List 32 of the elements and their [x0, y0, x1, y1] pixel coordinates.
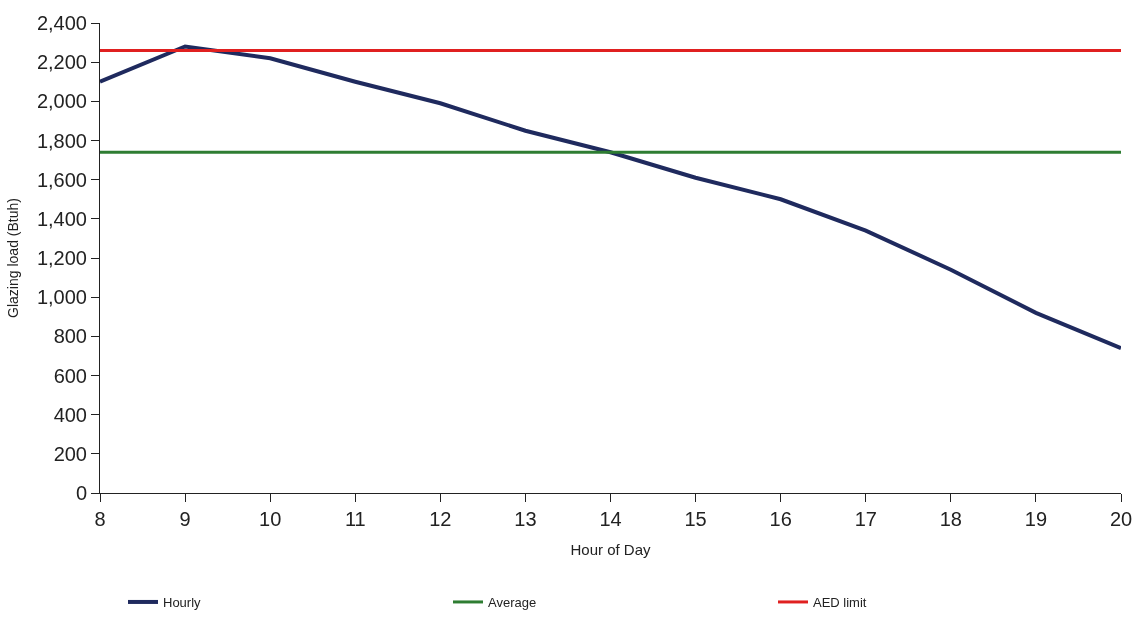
legend-label: AED limit — [813, 595, 867, 611]
x-tick-label: 18 — [939, 508, 962, 530]
y-tick-label: 0 — [75, 482, 87, 504]
y-tick-label: 1,400 — [36, 207, 87, 230]
y-tick-label: 1,600 — [36, 168, 87, 191]
x-tick-label: 13 — [514, 508, 537, 530]
x-tick-label: 17 — [854, 508, 877, 530]
x-tick-label: 11 — [344, 508, 366, 530]
x-tick-label: 15 — [684, 508, 707, 530]
x-tick-label: 10 — [259, 508, 282, 530]
legend-label: Average — [488, 595, 537, 611]
y-tick-label: 2,400 — [36, 12, 87, 34]
y-tick-label: 600 — [53, 364, 87, 387]
y-tick-label: 2,000 — [36, 90, 87, 113]
y-tick-label: 2,200 — [36, 51, 87, 74]
x-tick-label: 9 — [179, 508, 191, 530]
x-tick-label: 20 — [1109, 508, 1133, 530]
x-axis-title: Hour of Day — [570, 541, 652, 558]
y-axis-title: Glazing load (Btuh) — [4, 198, 21, 318]
y-tick-label: 1,000 — [36, 286, 87, 309]
y-tick-label: 200 — [53, 442, 87, 465]
x-tick-label: 14 — [599, 508, 622, 530]
x-tick-label: 16 — [769, 508, 792, 530]
y-tick-label: 1,800 — [36, 129, 87, 152]
x-tick-label: 19 — [1024, 508, 1048, 530]
line-series — [100, 44, 1121, 351]
x-tick-label: 8 — [94, 508, 106, 530]
y-tick-label: 1,200 — [36, 247, 87, 269]
y-tick-label: 400 — [53, 403, 87, 426]
x-tick-label: 12 — [429, 508, 452, 530]
y-tick-label: 800 — [53, 325, 87, 348]
legend-label: Hourly — [163, 595, 202, 611]
